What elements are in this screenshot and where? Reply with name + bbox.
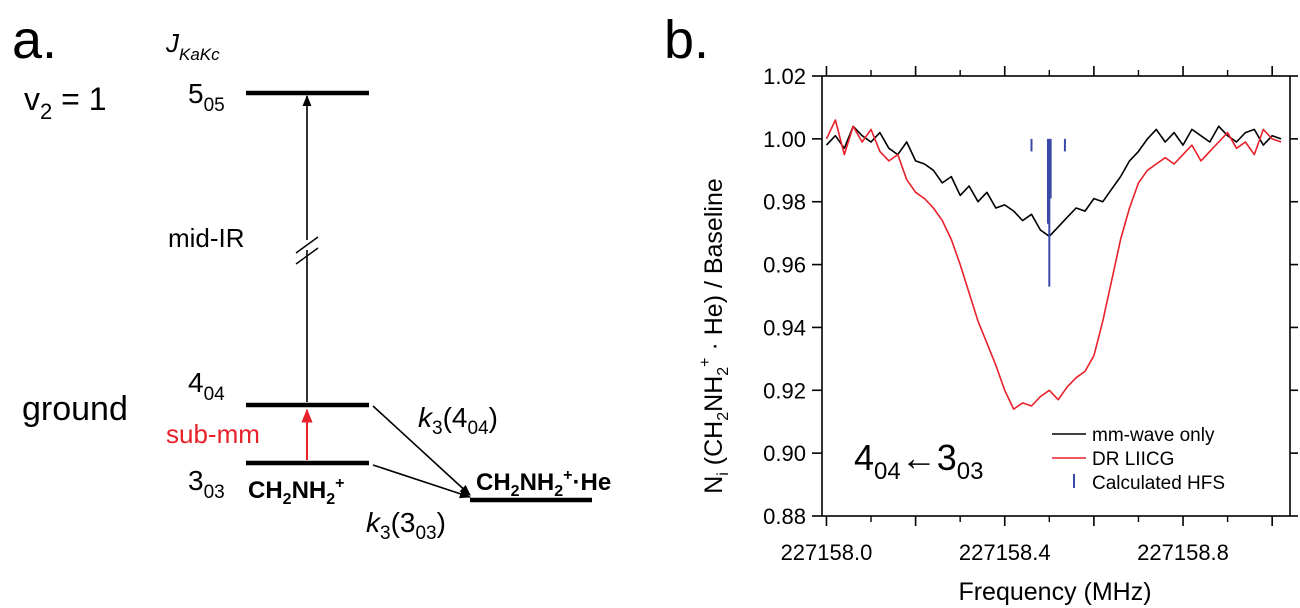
y-tick-labels: 0.88 0.90 0.92 0.94 0.96 0.98 1.00 1.02 [763, 64, 806, 529]
k3-303-sub: 3 [380, 523, 391, 544]
vib-rest: = 1 [52, 81, 106, 117]
complex-b: 2 [511, 483, 520, 500]
series-line-dr-liicg [825, 119, 1282, 410]
complex-label: CH2NH2+·He [476, 467, 611, 500]
y-axis-label: Ni (CH2NH2+ · He) / Baseline [697, 178, 732, 494]
k3-404-lvl: 04 [467, 418, 489, 439]
k3-404-label: k3(404) [418, 402, 498, 439]
complex-d: 2 [554, 483, 563, 500]
k3-404-sub: 3 [432, 418, 443, 439]
transition-b-sub: 03 [957, 458, 984, 485]
y-tick-label: 0.96 [763, 253, 806, 278]
y-tick-label: 0.90 [763, 441, 806, 466]
legend: mm-wave only DR LIICG Calculated HFS [1052, 425, 1225, 494]
panel-a-label: a. [12, 10, 57, 70]
x-tick-label: 227158.0 [781, 540, 873, 565]
transition-b: 3 [937, 437, 957, 478]
legend-label-mm-wave: mm-wave only [1092, 425, 1215, 446]
complex-e: + [563, 467, 572, 484]
complex-f: ·He [573, 469, 612, 496]
ion-label: CH2NH2+ [248, 475, 345, 508]
vib-sub: 2 [40, 99, 52, 124]
hfs-sticks [1030, 138, 1066, 287]
k3-303-arrow [372, 464, 472, 499]
legend-label-hfs: Calculated HFS [1092, 473, 1225, 494]
k3-404-close: ) [489, 402, 498, 433]
k3-303-k: k [366, 507, 382, 538]
transition-a: 4 [854, 437, 874, 478]
j-label: JKaKc [165, 28, 220, 64]
ion-c: NH [292, 477, 327, 504]
ion-b: 2 [283, 491, 292, 508]
label-404-sub: 04 [204, 384, 226, 405]
y-tick-label: 0.88 [763, 504, 806, 529]
k3-404-open: (4 [443, 402, 468, 433]
x-tick-labels: 227158.0 227158.4 227158.8 [781, 540, 1229, 565]
mid-ir-label: mid-IR [168, 223, 245, 253]
break-mark-1 [295, 236, 319, 254]
x-axis-label: Frequency (MHz) [958, 578, 1151, 606]
y-tick-label: 1.00 [763, 127, 806, 152]
series-line-mm-wave-only [825, 125, 1282, 238]
vibration-label: v2 = 1 [24, 81, 107, 124]
complex-a: CH [476, 469, 511, 496]
transition-arrow: ← [901, 437, 937, 478]
ylabel-p3-sup: + [697, 357, 714, 366]
transition-a-sub: 04 [874, 458, 901, 485]
label-303: 303 [188, 465, 225, 503]
x-tick-label: 227158.4 [959, 540, 1051, 565]
label-303-sub: 03 [204, 482, 225, 503]
k3-303-lvl: 03 [415, 523, 436, 544]
y-tick-label: 0.94 [763, 315, 806, 340]
ylabel-p1-sub: i [715, 472, 732, 476]
ylabel-p1: N [700, 476, 728, 494]
panel-b: b. Ni (CH2NH2+ · He) / Baseline Frequenc… [664, 10, 1298, 606]
axis-ticks [812, 66, 1298, 526]
label-303-main: 3 [188, 465, 204, 496]
ylabel-p2-sub: 2 [715, 412, 732, 421]
j-label-main: J [165, 28, 180, 58]
ground-label: ground [22, 390, 128, 428]
k3-303-label: k3(303) [366, 507, 446, 544]
j-label-sub: KaKc [179, 45, 220, 64]
label-505: 505 [188, 78, 225, 116]
k3-404-k: k [418, 402, 434, 433]
k3-303-open: (3 [391, 507, 416, 538]
panel-a: a. JKaKc v2 = 1 ground 505 404 303 mid-I… [12, 10, 611, 544]
k3-303-close: ) [437, 507, 446, 538]
x-tick-label: 227158.8 [1137, 540, 1229, 565]
label-505-sub: 05 [204, 95, 225, 116]
sub-mm-label: sub-mm [166, 419, 260, 449]
ylabel-p3: NH [700, 376, 728, 412]
ylabel-p3-sub: 2 [715, 367, 732, 376]
label-404-main: 4 [188, 367, 204, 398]
label-404: 404 [188, 367, 225, 405]
y-tick-label: 0.92 [763, 378, 806, 403]
ylabel-p4: · He) / Baseline [700, 178, 728, 357]
ylabel-p2: (CH [700, 421, 728, 472]
y-tick-label: 1.02 [763, 64, 806, 89]
break-mark-2 [295, 247, 319, 265]
k3-404-arrow [372, 405, 471, 496]
vib-main: v [24, 81, 40, 117]
transition-label: 404←303 [854, 437, 983, 485]
ion-d: 2 [326, 491, 335, 508]
label-505-main: 5 [188, 78, 204, 109]
y-tick-label: 0.98 [763, 190, 806, 215]
panel-b-label: b. [664, 10, 709, 70]
complex-c: NH [520, 469, 555, 496]
legend-label-dr-liicg: DR LIICG [1092, 449, 1174, 470]
series-layer [825, 119, 1282, 410]
ion-a: CH [248, 477, 283, 504]
ion-e: + [335, 475, 344, 492]
plot-frame [821, 75, 1291, 517]
